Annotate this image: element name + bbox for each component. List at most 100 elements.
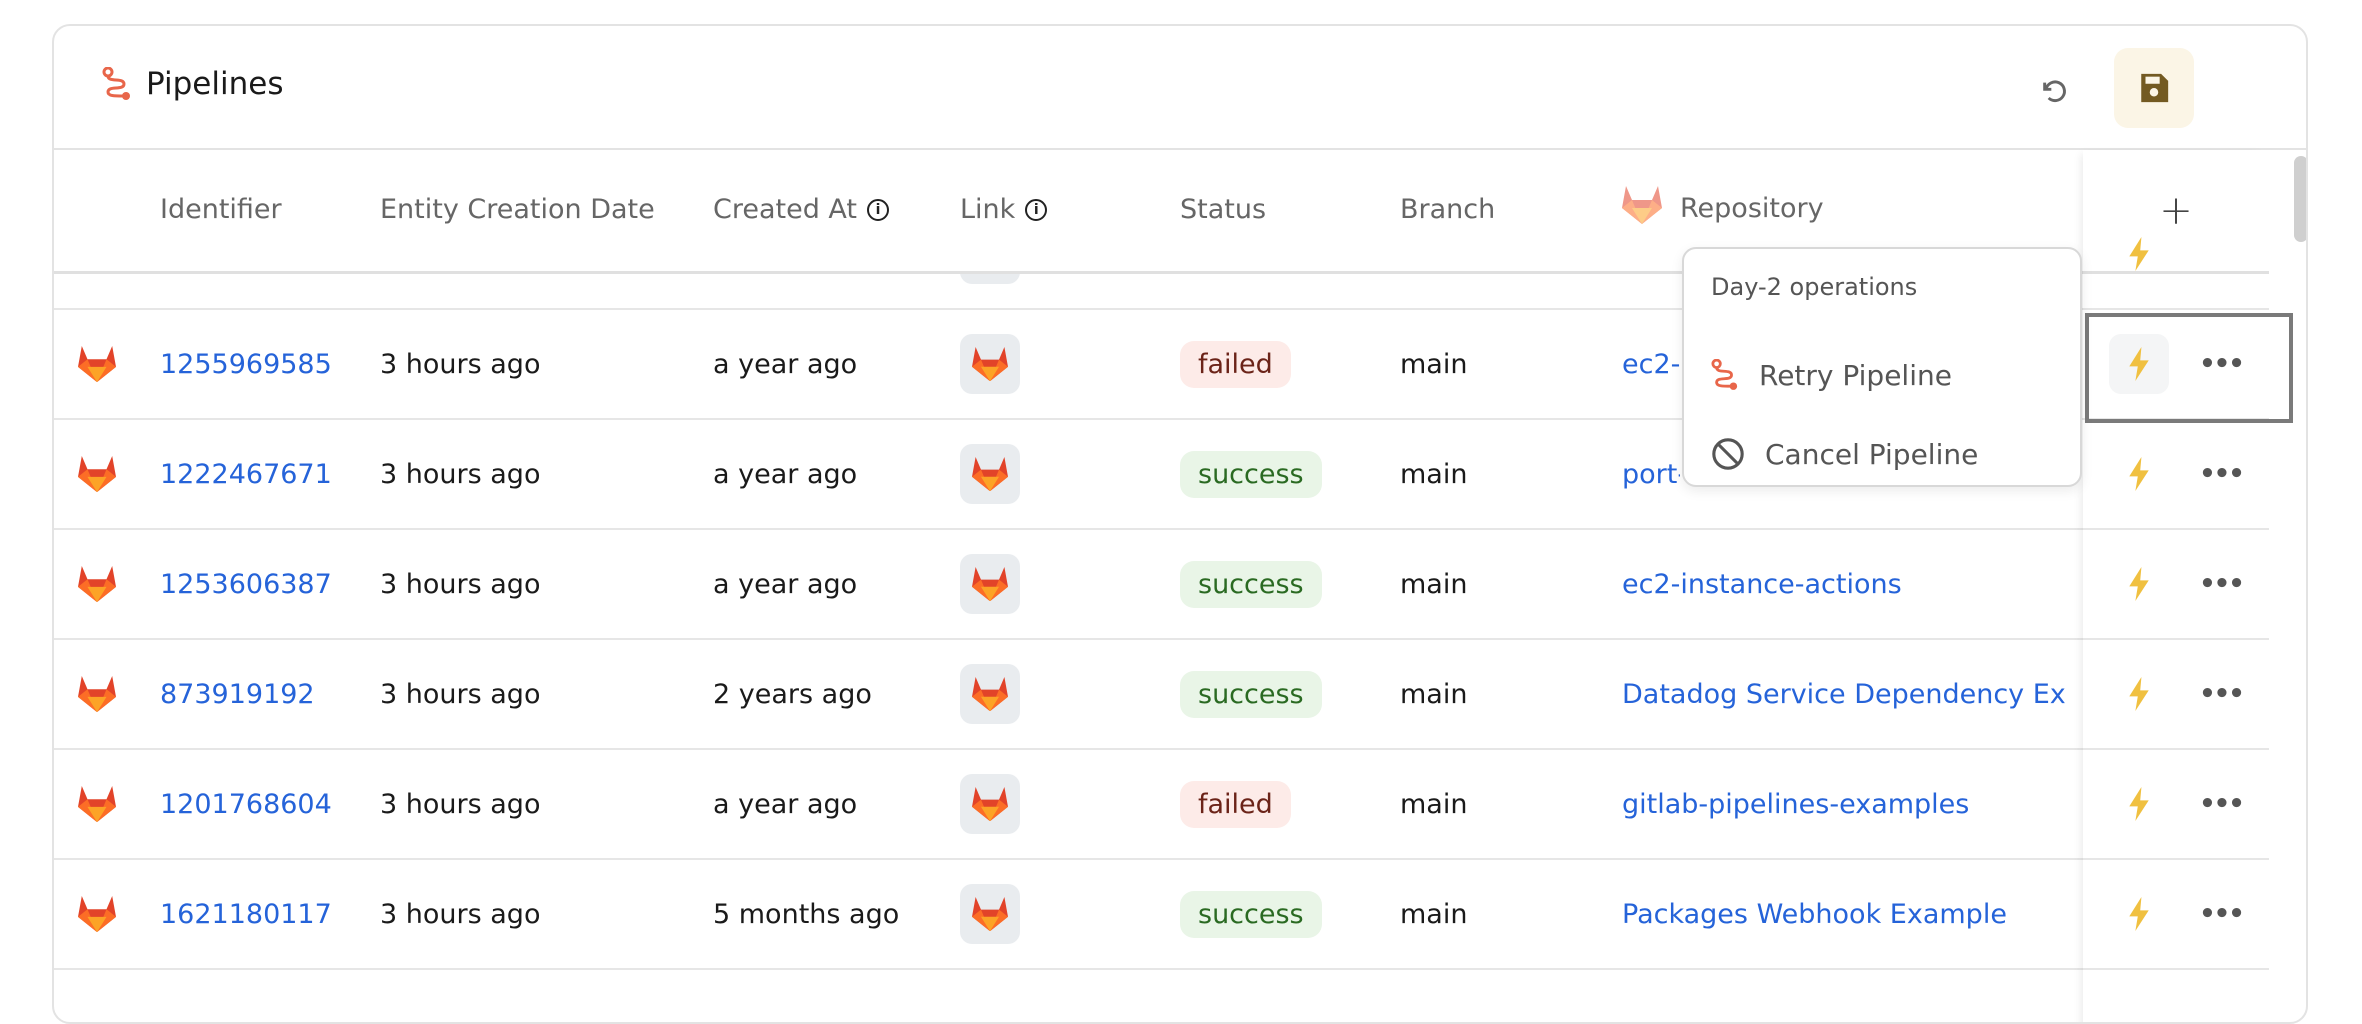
card-header: Pipelines bbox=[54, 26, 2306, 150]
identifier-link[interactable]: 1621180117 bbox=[160, 898, 332, 930]
pipeline-link-button[interactable] bbox=[960, 444, 1020, 504]
add-column-button[interactable]: + bbox=[2083, 150, 2269, 274]
more-options-button[interactable]: ••• bbox=[2199, 459, 2245, 489]
branch: main bbox=[1400, 458, 1468, 490]
row-actions: ••• bbox=[2083, 750, 2269, 860]
column-repository[interactable]: Repository bbox=[1622, 186, 1824, 231]
lightning-icon bbox=[2129, 237, 2149, 271]
status-badge: success bbox=[1180, 890, 1322, 938]
pipeline-icon bbox=[102, 67, 130, 100]
column-created-at[interactable]: Created At i bbox=[713, 194, 890, 225]
gitlab-icon bbox=[78, 310, 116, 418]
identifier-link[interactable]: 1253606387 bbox=[160, 568, 332, 600]
status-badge: failed bbox=[1180, 780, 1291, 828]
more-options-button[interactable]: ••• bbox=[2199, 679, 2245, 709]
undo-icon bbox=[2043, 80, 2066, 103]
table-row[interactable]: 873919192 3 hours ago 2 years ago succes… bbox=[54, 640, 2084, 750]
created-at: a year ago bbox=[713, 568, 858, 600]
identifier-link[interactable]: 1255969585 bbox=[160, 348, 332, 380]
lightning-icon bbox=[2129, 897, 2149, 931]
gitlab-icon bbox=[1622, 186, 1662, 231]
day2-actions-button[interactable] bbox=[2109, 554, 2169, 614]
table-row[interactable]: 1222467671 3 hours ago a year ago succes… bbox=[54, 420, 2084, 530]
repository-link[interactable]: Packages Webhook Example bbox=[1622, 898, 2007, 930]
pipeline-link-button[interactable] bbox=[960, 554, 1020, 614]
focused-actions-outline bbox=[2085, 313, 2293, 423]
column-entity-creation-date[interactable]: Entity Creation Date bbox=[380, 194, 655, 225]
entity-creation-date: 3 hours ago bbox=[380, 568, 541, 600]
gitlab-icon bbox=[78, 860, 116, 968]
gitlab-icon bbox=[78, 530, 116, 638]
created-at: a year ago bbox=[713, 458, 858, 490]
save-icon bbox=[2141, 73, 2169, 103]
entity-creation-date: 3 hours ago bbox=[380, 348, 541, 380]
table-row[interactable]: 1201768604 3 hours ago a year ago failed… bbox=[54, 750, 2084, 860]
repository-link[interactable]: ec2-instance-actions bbox=[1622, 348, 1680, 380]
day2-actions-button[interactable] bbox=[2109, 774, 2169, 834]
pipeline-link-button[interactable] bbox=[960, 334, 1020, 394]
save-button[interactable] bbox=[2114, 48, 2194, 128]
pipeline-link-button[interactable] bbox=[960, 774, 1020, 834]
more-options-button[interactable]: ••• bbox=[2199, 349, 2245, 379]
pipeline-link-button[interactable] bbox=[960, 664, 1020, 724]
pipeline-link-button[interactable] bbox=[960, 884, 1020, 944]
created-at: 2 years ago bbox=[713, 678, 872, 710]
status-badge: success bbox=[1180, 450, 1322, 498]
day2-operations-menu: Day-2 operations Retry Pipeline Cancel P… bbox=[1682, 247, 2082, 487]
day2-actions-button[interactable] bbox=[2109, 664, 2169, 724]
info-icon[interactable]: i bbox=[1025, 198, 1048, 221]
more-options-button[interactable]: ••• bbox=[2199, 569, 2245, 599]
status-badge: success bbox=[1180, 560, 1322, 608]
table-row[interactable]: 1255969585 3 hours ago a year ago failed… bbox=[54, 310, 2084, 420]
row-actions: ••• bbox=[2083, 640, 2269, 750]
identifier-link[interactable]: 873919192 bbox=[160, 678, 315, 710]
day2-actions-button[interactable] bbox=[2109, 444, 2169, 504]
column-status[interactable]: Status bbox=[1180, 194, 1267, 225]
pipelines-card: Pipelines Identifier Entity Creation Dat… bbox=[52, 24, 2308, 1024]
branch: main bbox=[1400, 678, 1468, 710]
day2-actions-button[interactable] bbox=[2109, 334, 2169, 394]
lightning-icon bbox=[2129, 567, 2149, 601]
more-options-button[interactable]: ••• bbox=[2199, 789, 2245, 819]
vertical-scrollbar[interactable] bbox=[2294, 156, 2306, 242]
repository-link[interactable]: gitlab-pipelines-examples bbox=[1622, 788, 1970, 820]
gitlab-icon bbox=[78, 420, 116, 528]
menu-heading: Day-2 operations bbox=[1711, 273, 1918, 301]
more-options-button[interactable]: ••• bbox=[2199, 899, 2245, 929]
undo-button[interactable] bbox=[2034, 72, 2074, 112]
repository-link[interactable]: ec2-instance-actions bbox=[1622, 568, 1902, 600]
day2-actions-button[interactable] bbox=[2109, 224, 2169, 284]
gitlab-icon bbox=[78, 750, 116, 858]
column-identifier[interactable]: Identifier bbox=[160, 194, 282, 225]
table-row[interactable]: 1621180117 3 hours ago 5 months ago succ… bbox=[54, 860, 2084, 970]
actions-column: + ••• ••• ••• ••• ••• ••• bbox=[2083, 150, 2269, 1022]
identifier-link[interactable]: 1222467671 bbox=[160, 458, 332, 490]
repository-link[interactable]: Datadog Service Dependency Ex bbox=[1622, 678, 2066, 710]
day2-actions-button[interactable] bbox=[2109, 884, 2169, 944]
lightning-icon bbox=[2129, 457, 2149, 491]
repository-link[interactable]: port- bbox=[1622, 458, 1680, 490]
row-actions: ••• bbox=[2083, 420, 2269, 530]
column-link[interactable]: Link i bbox=[960, 194, 1048, 225]
info-icon[interactable]: i bbox=[867, 198, 890, 221]
table-header: Identifier Entity Creation Date Created … bbox=[54, 150, 2084, 274]
branch: main bbox=[1400, 348, 1468, 380]
table-row[interactable]: 1253606387 3 hours ago a year ago succes… bbox=[54, 530, 2084, 640]
created-at: a year ago bbox=[713, 348, 858, 380]
row-actions: ••• bbox=[2083, 860, 2269, 970]
lightning-icon bbox=[2129, 787, 2149, 821]
column-branch[interactable]: Branch bbox=[1400, 194, 1496, 225]
status-badge: failed bbox=[1180, 340, 1291, 388]
menu-item-cancel-pipeline[interactable]: Cancel Pipeline bbox=[1711, 424, 1978, 484]
entity-creation-date: 3 hours ago bbox=[380, 458, 541, 490]
menu-item-retry-pipeline[interactable]: Retry Pipeline bbox=[1711, 345, 1952, 405]
identifier-link[interactable]: 1201768604 bbox=[160, 788, 332, 820]
lightning-icon bbox=[2129, 677, 2149, 711]
entity-creation-date: 3 hours ago bbox=[380, 898, 541, 930]
page-title: Pipelines bbox=[102, 66, 283, 102]
row-actions-partial bbox=[2083, 200, 2269, 310]
pipeline-icon bbox=[1711, 359, 1738, 390]
created-at: 5 months ago bbox=[713, 898, 900, 930]
branch: main bbox=[1400, 898, 1468, 930]
branch: main bbox=[1400, 788, 1468, 820]
